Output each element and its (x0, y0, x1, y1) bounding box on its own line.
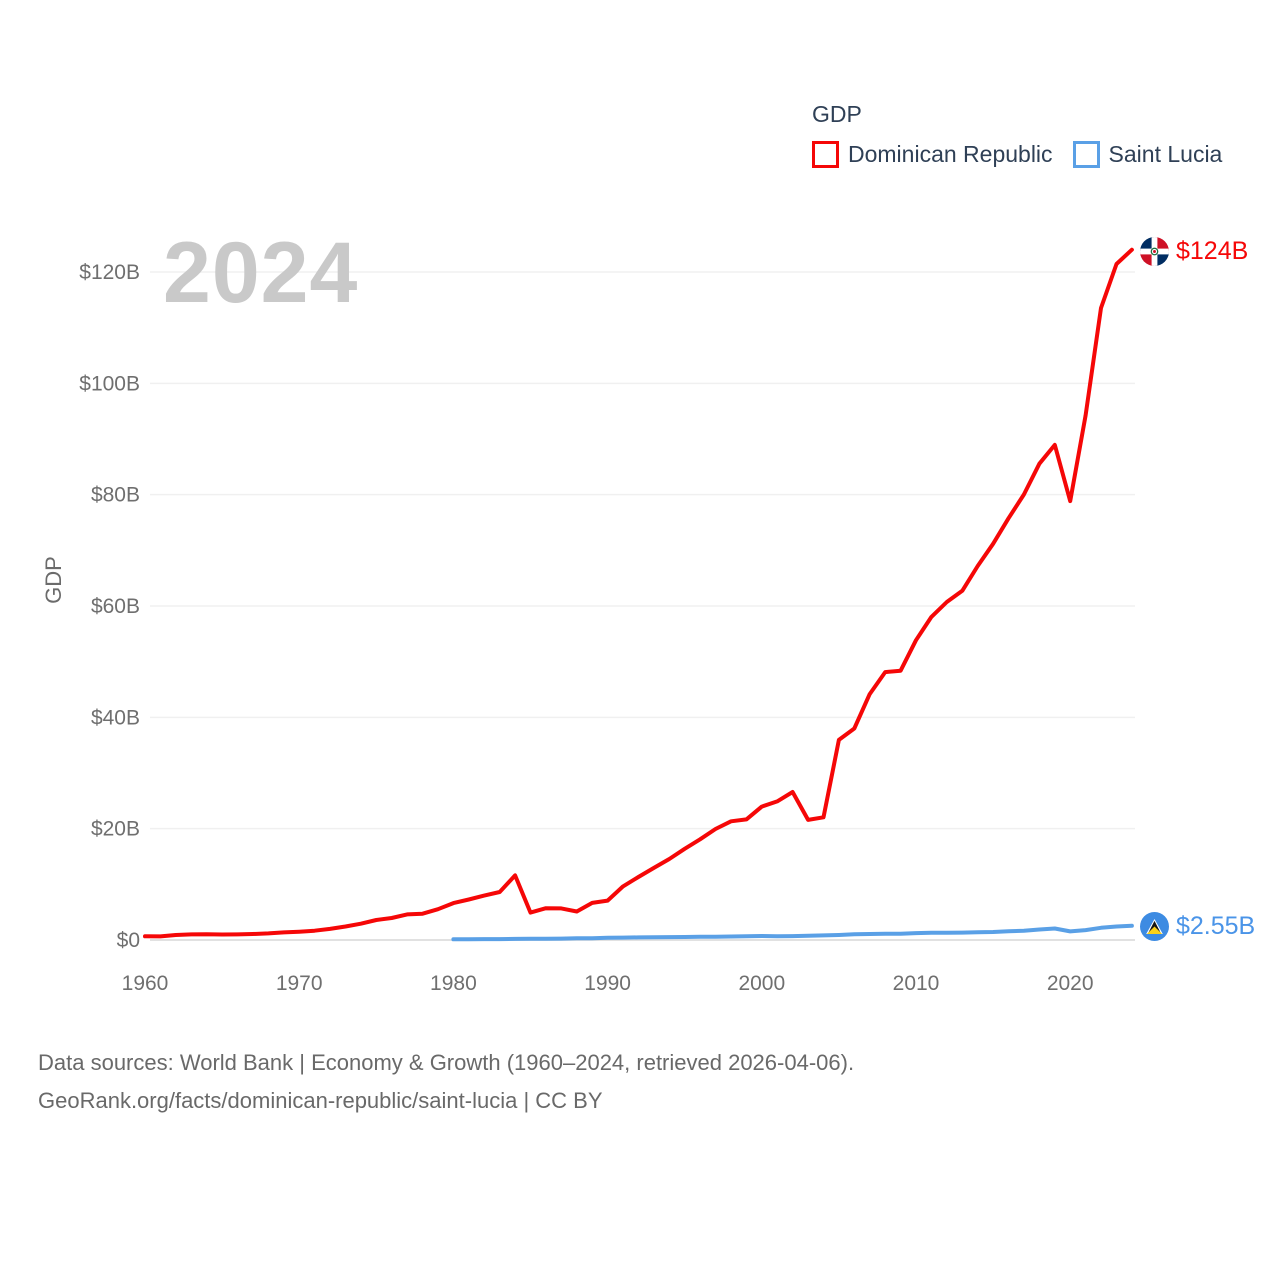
x-axis-tick-label: 2010 (893, 972, 940, 995)
end-label-dominican-republic: $124B (1140, 237, 1248, 266)
x-axis-tick-label: 1980 (430, 972, 477, 995)
dominican-republic-flag-icon (1140, 237, 1169, 266)
legend-item-dominican-republic[interactable]: Dominican Republic (812, 141, 1053, 168)
legend-label: Saint Lucia (1108, 141, 1223, 167)
x-axis-tick-label: 2000 (738, 972, 785, 995)
year-watermark: 2024 (163, 225, 359, 321)
y-axis-tick-label: $0 (117, 929, 140, 952)
legend-label: Dominican Republic (848, 141, 1053, 167)
saint-lucia-flag-icon (1140, 912, 1169, 941)
end-value-saint-lucia: $2.55B (1176, 912, 1256, 940)
dominican-republic-line[interactable] (143, 247, 1134, 939)
x-axis-tick-label: 2020 (1047, 972, 1094, 995)
y-axis-tick-label: $100B (79, 372, 140, 395)
y-axis-tick-label: $20B (91, 818, 140, 841)
x-axis-tick-label: 1990 (584, 972, 631, 995)
legend-row: Dominican Republic Saint Lucia (812, 141, 1222, 168)
y-axis-tick-label: $60B (91, 595, 140, 618)
y-axis-tick-label: $120B (79, 261, 140, 284)
legend-item-saint-lucia[interactable]: Saint Lucia (1072, 141, 1223, 168)
y-axis-tick-label: $40B (91, 706, 140, 729)
attribution-line: GeoRank.org/facts/dominican-republic/sai… (38, 1088, 603, 1113)
legend-title: GDP (812, 101, 862, 127)
end-value-dominican-republic: $124B (1176, 237, 1249, 265)
saint-lucia-line[interactable] (451, 923, 1134, 942)
end-label-saint-lucia: $2.55B (1140, 912, 1255, 941)
y-axis-title: GDP (41, 556, 66, 604)
legend: GDP Dominican Republic Saint Lucia (812, 101, 1222, 168)
y-axis-tick-label: $80B (91, 484, 140, 507)
x-axis-tick-label: 1970 (276, 972, 323, 995)
saint-lucia-swatch-icon (1072, 141, 1100, 168)
x-axis-tick-label: 1960 (122, 972, 169, 995)
footer: Data sources: World Bank | Economy & Gro… (38, 1044, 854, 1120)
data-sources-line: Data sources: World Bank | Economy & Gro… (38, 1050, 855, 1075)
dominican-republic-swatch-icon (812, 141, 839, 168)
